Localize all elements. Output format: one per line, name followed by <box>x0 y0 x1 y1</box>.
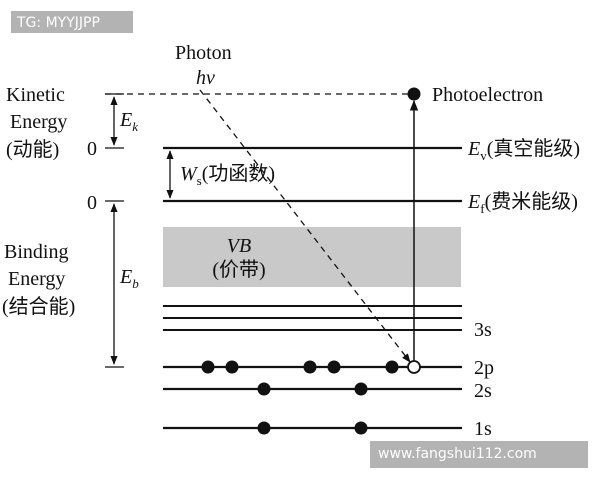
ws-label: Ws(功函数) <box>180 162 275 188</box>
electron-2p-5 <box>385 360 399 374</box>
shell-3s-label: 3s <box>474 319 492 341</box>
kinetic-label-cn: (动能) <box>6 138 59 161</box>
electron-1s-1 <box>257 421 271 435</box>
binding-label-cn: (结合能) <box>2 295 75 318</box>
watermark-top: TG: MYYJJPP <box>11 11 133 33</box>
electron-1s-2 <box>354 421 368 435</box>
electron-2s-2 <box>354 382 368 396</box>
photon-symbol: hν <box>196 67 215 89</box>
electron-2p-3 <box>303 360 317 374</box>
binding-label-line1: Binding <box>4 241 68 263</box>
kinetic-label-line2: Energy <box>10 111 67 133</box>
zero-lower-label: 0 <box>87 192 97 214</box>
shell-1s-label: 1s <box>474 418 492 440</box>
hole-2p <box>407 360 421 374</box>
kinetic-label-line1: Kinetic <box>6 84 65 106</box>
valence-band-box <box>163 227 461 287</box>
watermark-bottom: www.fangshui112.com <box>370 441 588 468</box>
zero-upper-label: 0 <box>87 138 97 160</box>
fermi-level-label: Ef(费米能级) <box>467 190 578 216</box>
shell-2p-label: 2p <box>474 357 494 379</box>
photon-label: Photon <box>175 42 232 64</box>
electron-2p-4 <box>327 360 341 374</box>
binding-label-line2: Energy <box>8 268 65 290</box>
vacuum-level-label: Ev(真空能级) <box>467 137 580 163</box>
vb-label: VB <box>227 235 251 257</box>
photoelectron-label: Photoelectron <box>432 84 543 106</box>
eb-label: Eb <box>119 266 139 291</box>
ek-label: Ek <box>119 109 138 134</box>
shell-2s-label: 2s <box>474 380 492 402</box>
electron-2s-1 <box>257 382 271 396</box>
electron-2p-1 <box>201 360 215 374</box>
vb-cn-label: (价带) <box>212 258 265 281</box>
electron-2p-2 <box>225 360 239 374</box>
photoelectron-dot <box>407 87 421 101</box>
photon-arrow <box>199 89 411 363</box>
